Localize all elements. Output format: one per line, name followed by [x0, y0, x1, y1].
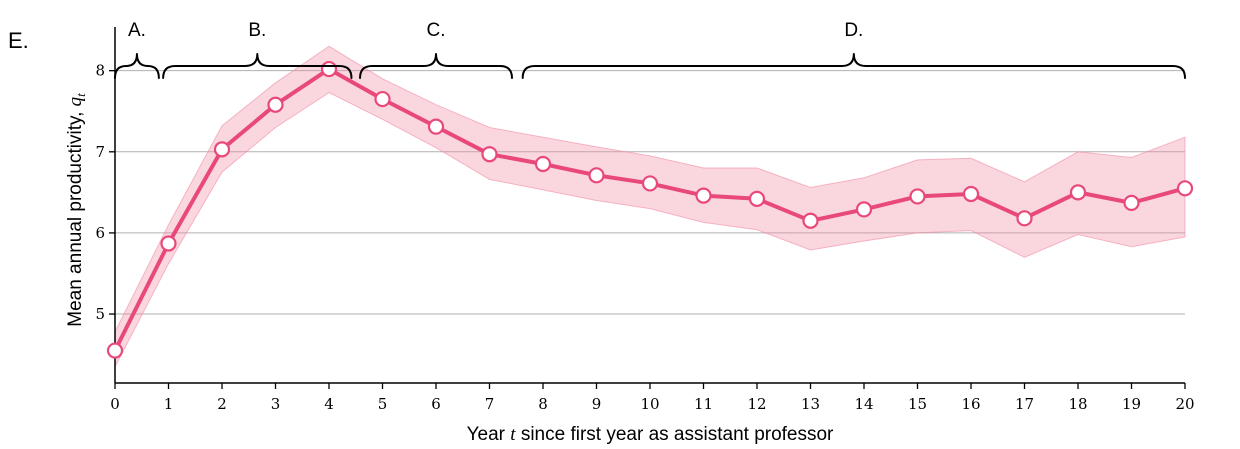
x-axis-title-var: t: [510, 424, 516, 445]
y-axis-title-var: q: [65, 96, 86, 106]
data-point-17: [1016, 210, 1033, 227]
data-point-12: [748, 190, 766, 207]
y-axis-title-subscript: t: [73, 93, 88, 97]
x-tick-label-5: 5: [378, 395, 388, 413]
data-point-20: [1176, 180, 1194, 197]
x-tick-label-10: 10: [640, 395, 659, 413]
x-tick-label-9: 9: [592, 395, 602, 413]
data-point-4: [320, 60, 338, 78]
phase-label-3: C.: [427, 20, 446, 41]
data-point-11: [695, 187, 712, 204]
phase-brace-1: [114, 53, 160, 79]
data-point-10: [641, 175, 659, 192]
phase-brace-2: [162, 53, 353, 79]
x-tick-label-20: 20: [1175, 395, 1194, 413]
x-tick-label-0: 0: [110, 395, 120, 413]
y-tick-label-8: 8: [95, 62, 105, 80]
x-tick-label-12: 12: [747, 395, 766, 413]
phase-label-4: D.: [844, 20, 863, 41]
x-tick-label-18: 18: [1068, 395, 1087, 413]
phase-braces: A. B. C. D.: [114, 20, 1186, 79]
data-point-18: [1069, 184, 1087, 201]
x-tick-label-8: 8: [538, 395, 548, 413]
y-axis-title-text: Mean annual productivity,: [65, 106, 86, 326]
x-tick-label-6: 6: [431, 395, 441, 413]
phase-label-1: A.: [128, 20, 146, 41]
x-axis-title: Year t since first year as assistant pro…: [467, 424, 834, 445]
y-tick-label-6: 6: [95, 224, 105, 242]
data-point-19: [1123, 194, 1140, 212]
y-axis-title: Mean annual productivity, qt: [65, 93, 88, 327]
phase-brace-4: [521, 53, 1186, 79]
x-axis-title-prefix: Year: [467, 424, 511, 445]
panel-label: E.: [8, 28, 29, 53]
data-point-0: [106, 342, 124, 359]
x-tick-label-17: 17: [1015, 395, 1034, 413]
phase-brace-3: [359, 53, 513, 79]
x-tick-label-19: 19: [1122, 395, 1141, 413]
x-tick-label-13: 13: [801, 395, 820, 413]
data-point-6: [427, 118, 445, 135]
data-point-13: [802, 212, 819, 229]
x-axis-title-suffix: since first year as assistant professor: [516, 424, 835, 445]
phase-label-2: B.: [248, 20, 266, 41]
x-tick-label-14: 14: [854, 395, 873, 413]
y-tick-label-7: 7: [95, 143, 105, 161]
y-tick-label-5: 5: [95, 305, 105, 323]
x-tick-label-7: 7: [485, 395, 495, 413]
data-point-7: [481, 146, 498, 163]
x-tick-label-1: 1: [164, 395, 174, 413]
data-point-1: [160, 235, 177, 252]
x-tick-label-16: 16: [961, 395, 980, 413]
data-point-9: [588, 167, 605, 184]
confidence-band: [114, 45, 1186, 368]
confidence-band-layer: [114, 45, 1186, 368]
data-point-2: [213, 141, 231, 158]
data-point-14: [855, 201, 873, 218]
x-tick-label-15: 15: [908, 395, 927, 413]
data-point-16: [962, 185, 980, 203]
x-tick-label-4: 4: [324, 395, 334, 413]
x-tick-label-2: 2: [217, 395, 227, 413]
data-point-15: [909, 188, 926, 205]
x-tick-label-3: 3: [271, 395, 281, 413]
series-layer: [106, 60, 1194, 359]
data-point-8: [534, 155, 552, 173]
data-point-3: [267, 96, 284, 113]
data-point-5: [374, 90, 391, 108]
x-tick-label-11: 11: [694, 395, 713, 413]
